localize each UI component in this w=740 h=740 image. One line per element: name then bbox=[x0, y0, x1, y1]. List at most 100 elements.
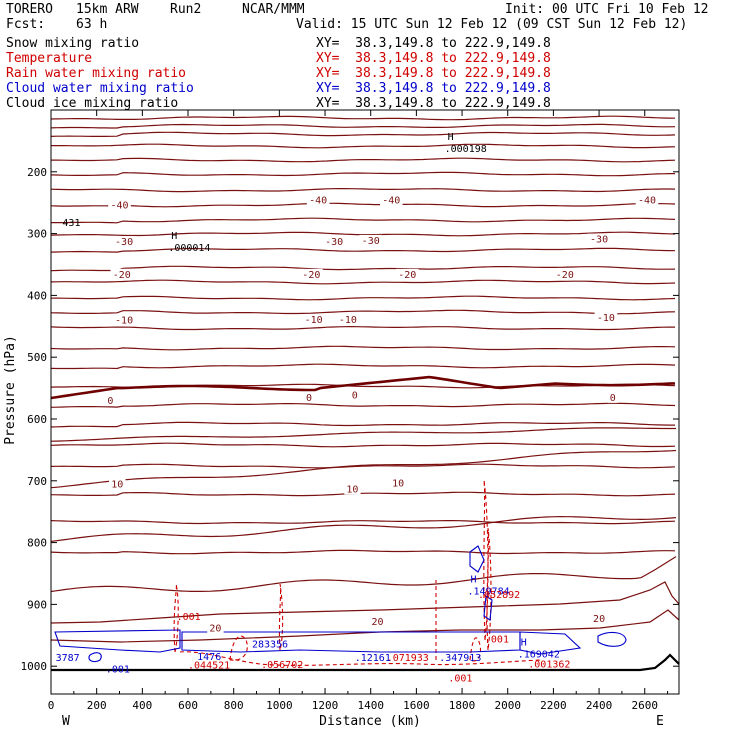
isotherm-label-bg bbox=[369, 616, 386, 628]
isotherm-label-bg bbox=[635, 194, 659, 206]
isotherm-line bbox=[50, 171, 675, 177]
isotherm-label-bg bbox=[207, 622, 224, 634]
plot-frame bbox=[50, 109, 680, 695]
maximum-marker: H bbox=[521, 638, 527, 649]
isotherm-line bbox=[50, 463, 676, 469]
rain-contour bbox=[179, 651, 541, 666]
isotherm-label-bg bbox=[109, 478, 126, 490]
cloud-water-contour bbox=[181, 631, 521, 653]
maximum-value: .000198 bbox=[445, 144, 487, 155]
model-name: TORERO bbox=[6, 2, 53, 17]
isotherm-label: -40 bbox=[382, 196, 400, 207]
axes: 0 200 400 600 800 1000 1200 1400 1600 1800 2000 220… bbox=[21, 109, 680, 712]
x-tick-label: 1200 bbox=[312, 699, 339, 712]
legend-snow-label: Snow mixing ratio bbox=[6, 36, 140, 51]
y-tick-label: 800 bbox=[27, 537, 47, 550]
field-annotation: .056702 bbox=[261, 660, 303, 671]
cloud-water-contour bbox=[597, 631, 627, 647]
x-tick-label: 2400 bbox=[586, 699, 613, 712]
isotherm-label: -30 bbox=[115, 237, 133, 248]
isotherm-label-bg bbox=[306, 194, 330, 206]
terrain-line bbox=[51, 653, 680, 672]
isotherm-line bbox=[50, 265, 676, 272]
isotherm-label-bg bbox=[379, 194, 403, 206]
cloud-water-contour bbox=[88, 652, 102, 663]
isotherm-label: -20 bbox=[302, 270, 320, 281]
x-right-label: E bbox=[656, 714, 664, 729]
isotherm-label-bg bbox=[112, 236, 136, 248]
isotherm-line bbox=[51, 143, 676, 149]
rain-contour bbox=[469, 637, 482, 662]
run-label: Run2 bbox=[170, 2, 202, 17]
field-annotation: .12161 bbox=[355, 653, 391, 664]
isotherm-line bbox=[50, 295, 676, 301]
x-tick-label: 2600 bbox=[631, 699, 658, 712]
cloud-water-contour bbox=[483, 595, 493, 621]
y-tick-label: 200 bbox=[27, 166, 47, 179]
maximum-value: .000014 bbox=[168, 243, 210, 254]
isotherm-line bbox=[50, 442, 676, 448]
x-tick-label: 200 bbox=[87, 699, 107, 712]
isotherm-line bbox=[50, 581, 680, 624]
isotherm-label-bg bbox=[108, 199, 131, 211]
isotherm-line bbox=[50, 247, 676, 253]
field-annotation: .001 bbox=[485, 635, 509, 646]
isotherm-line bbox=[50, 231, 676, 237]
isotherm-label-bg bbox=[389, 477, 407, 489]
maximum-marker: H bbox=[470, 575, 476, 586]
x-tick-label: 1400 bbox=[357, 699, 384, 712]
maximum-marker: H bbox=[448, 132, 454, 143]
isotherm-label: 0 bbox=[306, 393, 312, 404]
isotherm-label: -10 bbox=[305, 315, 323, 326]
field-annotation: 283356 bbox=[252, 640, 288, 651]
isotherm-label: 10 bbox=[111, 479, 123, 490]
x-tick-label: 0 bbox=[48, 699, 55, 712]
isotherm-line bbox=[50, 123, 676, 129]
x-tick-label: 600 bbox=[178, 699, 198, 712]
isotherm-label: 20 bbox=[593, 614, 605, 625]
isotherm-label: -20 bbox=[113, 270, 131, 281]
isotherm-line bbox=[50, 427, 676, 442]
x-tick-label: 2000 bbox=[494, 699, 521, 712]
isotherm-line bbox=[50, 345, 676, 351]
field-annotation: 3787 bbox=[56, 653, 80, 664]
legend-rain-label: Rain water mixing ratio bbox=[6, 66, 187, 81]
isotherm-line bbox=[50, 363, 676, 370]
isotherm-label: -40 bbox=[110, 201, 128, 212]
isotherm-line bbox=[50, 449, 677, 489]
x-tick-label: 800 bbox=[224, 699, 244, 712]
cloud-water-contour bbox=[54, 629, 181, 653]
isotherm-lines bbox=[50, 115, 680, 643]
isotherm-label: -40 bbox=[309, 196, 327, 207]
maximum-marker: H bbox=[171, 231, 177, 242]
isotherm-line bbox=[50, 549, 676, 555]
legend-cloud-ice-xy: XY= 38.3,149.8 to 222.9,149.8 bbox=[316, 96, 551, 111]
isotherm-line bbox=[50, 309, 676, 315]
isotherm-label: 20 bbox=[209, 623, 221, 634]
rain-contour bbox=[173, 582, 179, 653]
isotherm-label: 0 bbox=[107, 396, 113, 407]
isotherm-label-bg bbox=[302, 313, 325, 325]
legend-snow-xy: XY= 38.3,149.8 to 222.9,149.8 bbox=[316, 36, 551, 51]
field-annotation: .347913 bbox=[439, 653, 481, 664]
isotherm-line bbox=[50, 491, 676, 497]
rain-contour bbox=[483, 479, 489, 641]
y-tick-label: 500 bbox=[27, 351, 47, 364]
isotherm-line bbox=[50, 515, 677, 542]
isotherm-line bbox=[50, 325, 675, 331]
field-annotation: .001 bbox=[106, 664, 130, 675]
isotherm-label: -40 bbox=[638, 196, 656, 207]
isotherm-label-bg bbox=[395, 268, 419, 280]
isotherm-line bbox=[50, 188, 676, 193]
x-axis-title: Distance (km) bbox=[319, 714, 421, 729]
legend-cloud-water-label: Cloud water mixing ratio bbox=[6, 81, 194, 96]
model-resolution: 15km ARW bbox=[76, 2, 139, 17]
isotherm-label: -30 bbox=[590, 235, 608, 246]
cloud-water-contours bbox=[54, 545, 627, 663]
legend-rain-xy: XY= 38.3,149.8 to 222.9,149.8 bbox=[316, 66, 551, 81]
isotherm-label-bg bbox=[587, 233, 611, 245]
legend-cloud-ice-label: Cloud ice mixing ratio bbox=[6, 96, 179, 111]
isotherm-label: -30 bbox=[362, 236, 380, 247]
isotherm-label: 10 bbox=[392, 479, 404, 490]
x-tick-label: 400 bbox=[132, 699, 152, 712]
